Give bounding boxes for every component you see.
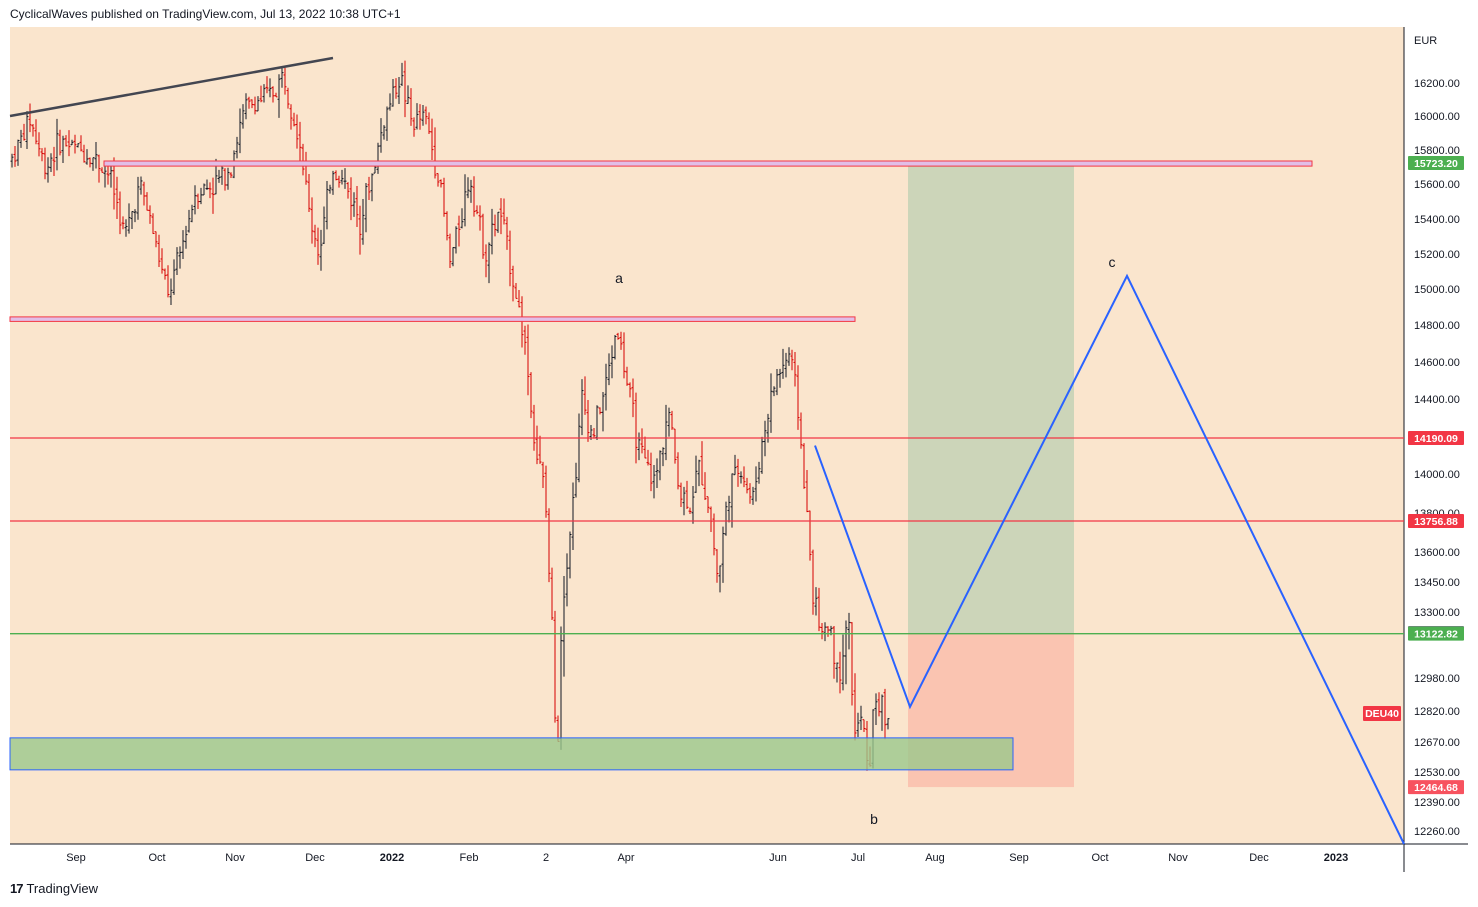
time-tick-label: Jun [769,852,787,864]
price-tick-label: 13600.00 [1414,547,1460,559]
wave-labels-group: a b c [615,254,1115,827]
wave-label-b: b [870,811,878,827]
price-tick-label: 12820.00 [1414,706,1460,718]
time-tick-label: Dec [1249,852,1269,864]
plot-background [10,27,1404,844]
resistance-zone [103,160,1313,167]
position-profit-zone [908,163,1074,634]
wave-projection-path [814,273,1405,845]
time-tick-label: 2023 [1324,852,1348,864]
levels-group [10,437,1404,635]
price-tick-label: 12670.00 [1414,737,1460,749]
projection-group [814,273,1405,845]
support-zone [9,316,856,322]
price-tick-label: 14600.00 [1414,357,1460,369]
tradingview-logo-icon: 17 [10,881,24,896]
price-tick-label: 13450.00 [1414,577,1460,589]
tradingview-footer: 17 TradingView [10,881,98,896]
price-tick-label: 16200.00 [1414,78,1460,90]
price-tag-box [1408,156,1464,170]
symbol-tag-label: DEU40 [1365,708,1399,720]
time-tick-label: Apr [617,852,634,864]
time-tick-label: Feb [460,852,479,864]
chart-attribution: CyclicalWaves published on TradingView.c… [10,7,401,21]
price-tag-label: 15723.20 [1414,158,1458,170]
time-tick-label: Dec [305,852,325,864]
demand-zone [9,737,1014,771]
price-tick-label: 12390.00 [1414,797,1460,809]
symbol-tag-box [1363,706,1401,721]
rising-trendline [9,56,334,118]
price-tick-label: 12260.00 [1414,826,1460,838]
time-tick-label: Jul [851,852,865,864]
price-axis[interactable]: EUR 16200.00 16000.00 15800.00 15600.00 15400… [1363,35,1464,838]
time-tick-label: 2 [543,852,549,864]
price-tag-box [1408,514,1464,529]
currency-label: EUR [1414,35,1437,47]
price-tick-label: 15400.00 [1414,214,1460,226]
time-tick-label: Aug [925,852,945,864]
price-tick-label: 16000.00 [1414,111,1460,123]
tradingview-brand-text: TradingView [26,881,99,896]
price-tick-label: 14400.00 [1414,394,1460,406]
price-tick-label: 12530.00 [1414,767,1460,779]
time-tick-label: Sep [1009,852,1029,864]
candles-group [10,60,890,771]
time-tick-label: Oct [1091,852,1108,864]
wave-label-a: a [615,270,623,286]
price-tick-label: 15000.00 [1414,284,1460,296]
time-tick-label: 2022 [380,852,404,864]
price-tag-label: 14190.09 [1414,433,1458,445]
price-tag-label: 13122.82 [1414,629,1458,641]
price-tag-label: 13756.88 [1414,516,1458,528]
wave-label-c: c [1109,254,1116,270]
time-tick-label: Nov [1168,852,1188,864]
price-tick-label: 13300.00 [1414,607,1460,619]
time-tick-label: Oct [148,852,165,864]
price-tag-label: 12464.68 [1414,782,1458,794]
price-tag-box [1408,780,1464,795]
price-tick-label: 15800.00 [1414,145,1460,157]
price-tag-box [1408,626,1464,641]
price-tag-box [1408,430,1464,445]
trendline-group [9,56,334,118]
time-axis[interactable]: Sep Oct Nov Dec 2022 Feb 2 Apr Jun Jul Aug Sep Oct No… [66,852,1348,864]
zones-group [9,160,1313,788]
price-tick-label: 12980.00 [1414,673,1460,685]
time-tick-label: Nov [225,852,245,864]
time-tick-label: Sep [66,852,86,864]
price-tick-label: 14000.00 [1414,469,1460,481]
price-tick-label: 15200.00 [1414,249,1460,261]
price-tick-label: 15600.00 [1414,179,1460,191]
price-tick-label: 14800.00 [1414,320,1460,332]
